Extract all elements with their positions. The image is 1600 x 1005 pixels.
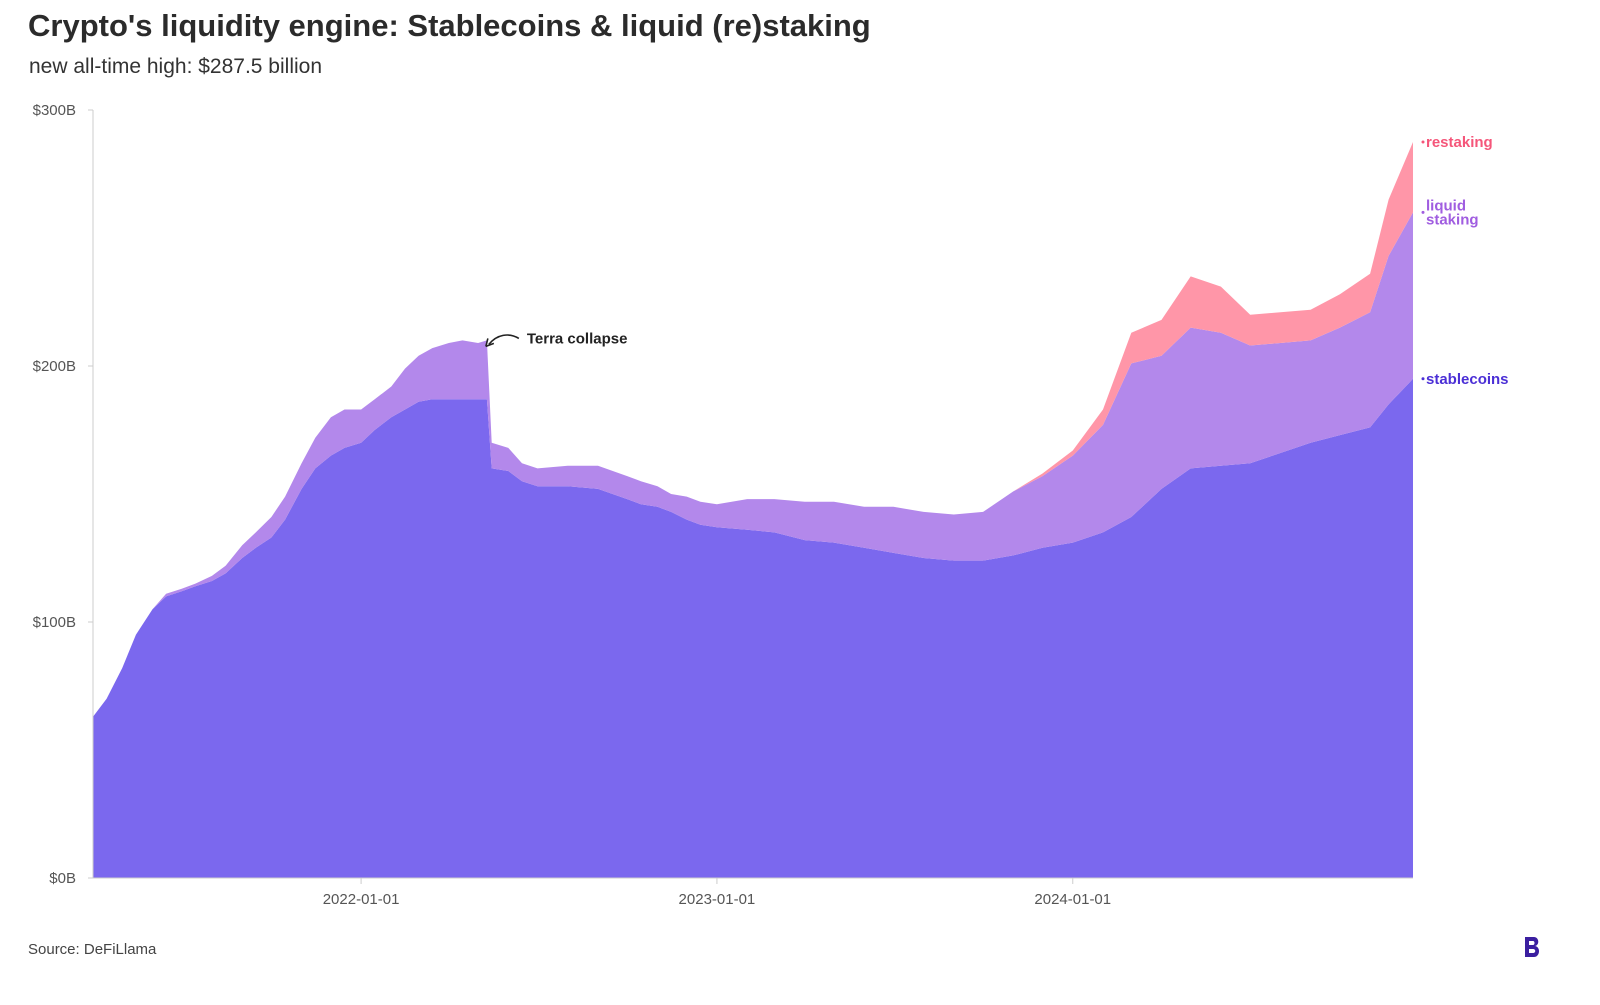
series-label-restaking: restaking [1426,134,1493,151]
y-tick-label: $0B [49,870,76,887]
area-stablecoins [93,378,1413,878]
y-tick-label: $100B [33,614,76,631]
curved-arrow-icon [488,334,520,345]
x-tick-label: 2023-01-01 [679,891,756,908]
series-label-dot [1421,210,1425,214]
y-tick-label: $200B [33,358,76,375]
annotation-terra-collapse: Terra collapse [527,330,628,347]
x-tick-label: 2022-01-01 [323,891,400,908]
series-label-stablecoins: stablecoins [1426,371,1509,388]
source-note: Source: DeFiLlama [28,941,157,958]
series-label-dot [1421,377,1425,381]
arrow-head-icon [485,338,495,348]
series-label-dot [1421,140,1425,144]
x-tick-label: 2024-01-01 [1034,891,1111,908]
chart-subtitle: new all-time high: $287.5 billion [29,55,323,78]
y-tick-label: $300B [33,102,76,119]
area-liquid-staking [93,212,1413,717]
brand-logo-icon [1525,937,1540,957]
chart-title: Crypto's liquidity engine: Stablecoins &… [28,8,871,43]
series-label-liquid-staking: liquid staking [1426,197,1479,228]
